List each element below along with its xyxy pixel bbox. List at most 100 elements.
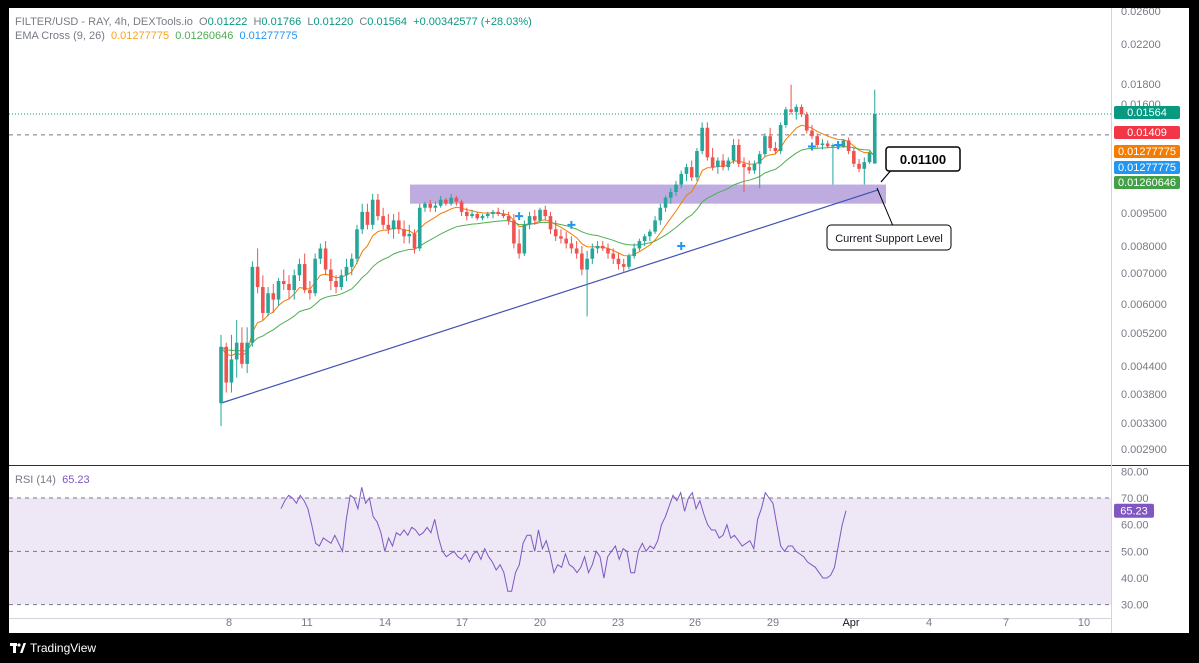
price-tick-label: 0.006000: [1121, 299, 1167, 311]
candle-body: [668, 191, 673, 198]
candle: [794, 104, 799, 120]
candle-body: [857, 163, 861, 169]
chart-canvas[interactable]: 0.026000.022000.018000.016000.0095000.00…: [9, 8, 1189, 633]
candle-body: [470, 213, 474, 217]
candle: [234, 319, 239, 378]
candle-body: [684, 167, 689, 174]
candle-body: [606, 248, 610, 254]
candle: [423, 201, 427, 212]
candle: [355, 224, 359, 265]
candle: [804, 111, 809, 134]
candle: [590, 243, 595, 265]
candle-body: [334, 281, 338, 288]
candle-body: [318, 248, 323, 259]
candle-body: [449, 197, 453, 204]
symbol-legend: FILTER/USD - RAY, 4h, DEXTools.io O0.012…: [15, 16, 532, 28]
candle: [506, 211, 511, 225]
candle: [763, 133, 767, 158]
candle-body: [585, 258, 589, 270]
candle: [553, 220, 558, 242]
candle-body: [716, 160, 720, 168]
candle-body: [407, 233, 412, 237]
candle-body: [276, 281, 281, 300]
candle: [444, 197, 448, 206]
candle: [846, 137, 851, 155]
candle-body: [559, 236, 563, 239]
candle: [600, 241, 605, 251]
candle-body: [480, 216, 485, 219]
candle: [349, 253, 354, 276]
candle-body: [815, 136, 820, 145]
candle: [381, 207, 385, 230]
candle: [585, 250, 589, 317]
rsi-tick-label: 50.00: [1121, 546, 1149, 558]
candle-body: [417, 207, 422, 249]
price-tick-label: 0.009500: [1121, 208, 1167, 220]
candle: [742, 157, 746, 192]
candle: [543, 205, 548, 221]
candle: [668, 188, 673, 204]
time-tick-label: Apr: [842, 617, 859, 629]
support-zone: [410, 184, 886, 204]
candle-body: [219, 346, 223, 404]
candle-body: [297, 264, 302, 276]
candle: [616, 253, 621, 270]
candle-body: [810, 130, 814, 137]
price-badge: 0.01409: [1114, 126, 1180, 139]
time-tick-label: 26: [689, 617, 701, 629]
candle-body: [261, 287, 265, 313]
candle: [496, 207, 500, 217]
candle: [402, 220, 406, 244]
candle-body: [543, 209, 548, 217]
candle: [229, 334, 234, 393]
candle: [559, 229, 563, 244]
candle-body: [580, 253, 584, 270]
candle: [747, 160, 752, 174]
candle-body: [281, 281, 286, 285]
candle-body: [533, 216, 537, 221]
candle: [862, 157, 867, 185]
candle: [407, 224, 412, 244]
rsi-tick-label: 30.00: [1121, 600, 1149, 612]
candle: [438, 195, 443, 208]
candle: [726, 157, 731, 171]
candle: [574, 241, 579, 259]
rsi-badge-label: 65.23: [1120, 506, 1148, 518]
chart-frame: 0.02600 0.02200 0.01800 0.01600 0.009500 0.00…: [9, 8, 1189, 633]
price-tick-label: 0.003300: [1121, 418, 1167, 430]
rsi-label: RSI (14): [15, 474, 56, 486]
candle: [569, 236, 574, 254]
candle: [684, 163, 689, 181]
candle-body: [569, 243, 574, 249]
ema-cross-marker-icon: [677, 241, 686, 250]
rsi-tick-label: 60.00: [1121, 520, 1149, 532]
candle-body: [648, 231, 652, 237]
candle-body: [663, 197, 668, 208]
candle-body: [794, 106, 799, 112]
candle: [281, 269, 286, 291]
candle-body: [553, 229, 558, 237]
tradingview-brand[interactable]: TradingView: [30, 641, 97, 655]
candle: [522, 220, 527, 257]
candle-body: [271, 293, 276, 300]
low-value: 0.01220: [313, 16, 354, 28]
candle-body: [726, 160, 731, 168]
price-badge: 0.01564: [1114, 106, 1180, 119]
symbol-title: FILTER/USD - RAY, 4h, DEXTools.io: [15, 16, 193, 28]
candle: [250, 261, 255, 347]
ema-cross-marker-icon: [807, 142, 816, 151]
candle-body: [323, 248, 328, 270]
candle: [679, 170, 684, 189]
candle: [365, 203, 370, 230]
candle: [852, 147, 856, 168]
candle-body: [245, 342, 249, 364]
candle: [642, 233, 647, 246]
candle-body: [642, 236, 647, 242]
candle-body: [590, 248, 595, 259]
candle-body: [768, 136, 772, 148]
candle: [344, 258, 349, 282]
ema-slow-line: [220, 146, 876, 352]
price-tick-label: 0.008000: [1121, 241, 1167, 253]
time-tick-label: 7: [1003, 617, 1009, 629]
candle: [752, 160, 757, 174]
